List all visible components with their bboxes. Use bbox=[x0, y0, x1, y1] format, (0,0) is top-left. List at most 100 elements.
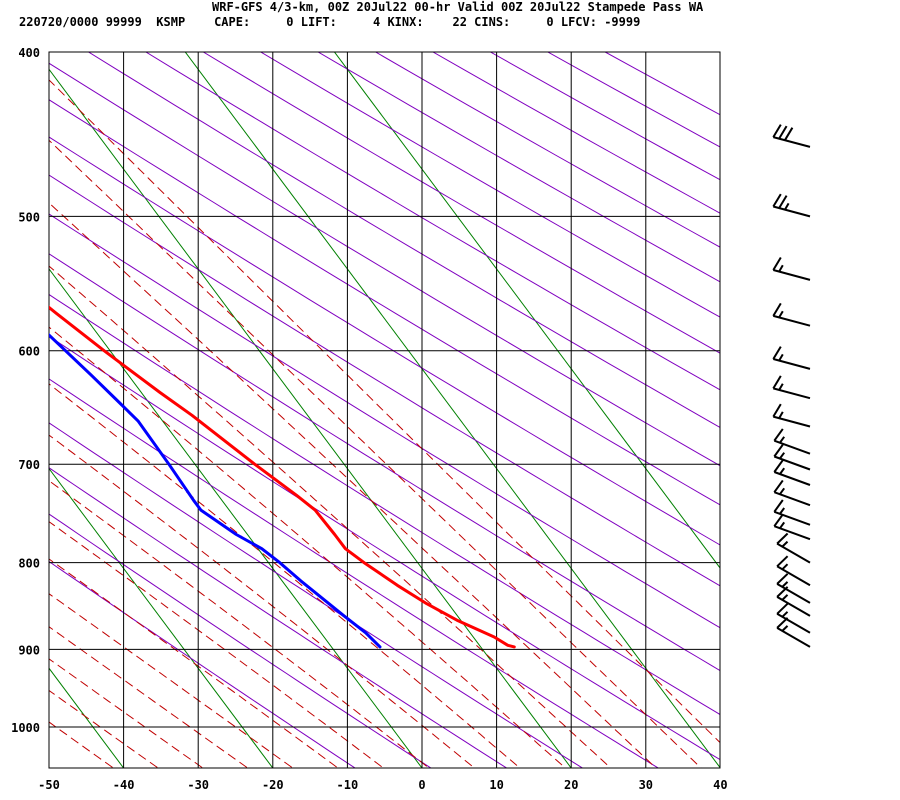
dry-adiabat-line bbox=[489, 52, 720, 181]
dry-adiabat-line bbox=[144, 52, 720, 391]
background-lines bbox=[49, 52, 720, 768]
dry-adiabat-line bbox=[49, 378, 660, 768]
wind-barb bbox=[772, 193, 811, 218]
chart-grid bbox=[48, 51, 721, 769]
wind-barb-half-feather bbox=[781, 581, 789, 588]
dry-adiabat-line bbox=[49, 213, 720, 629]
dry-adiabat-line bbox=[317, 52, 720, 283]
dry-adiabat-line bbox=[49, 99, 720, 506]
wind-barb-feather bbox=[772, 346, 782, 360]
moist-adiabat-line bbox=[49, 326, 567, 768]
temperature-tick-label: -40 bbox=[113, 778, 135, 792]
dry-adiabat-line bbox=[49, 62, 720, 467]
temperature-tick-label: -30 bbox=[187, 778, 209, 792]
temperature-tick-label: 10 bbox=[489, 778, 503, 792]
wind-barb-feather bbox=[778, 125, 788, 140]
wind-barb-staff bbox=[773, 525, 811, 541]
temperature-profile bbox=[49, 305, 516, 649]
wind-barb bbox=[776, 602, 811, 634]
wind-barb bbox=[776, 573, 811, 604]
moist-adiabat-line bbox=[49, 658, 204, 768]
isotherm-line bbox=[49, 268, 423, 768]
wind-barb-half-feather bbox=[781, 625, 789, 632]
wind-barb-half-feather bbox=[781, 594, 789, 601]
temperature-tick-label: 40 bbox=[713, 778, 727, 792]
pressure-tick-label: 900 bbox=[18, 643, 40, 657]
wind-barb bbox=[776, 586, 811, 617]
wind-barb-feather bbox=[776, 555, 789, 568]
wind-barb-half-feather bbox=[784, 202, 790, 211]
dry-adiabat-line bbox=[49, 560, 356, 768]
wind-barb-feather bbox=[784, 127, 794, 141]
dry-adiabat-line bbox=[374, 52, 720, 248]
dry-adiabat-line bbox=[49, 467, 508, 768]
wind-barb bbox=[772, 346, 811, 370]
wind-barb-feather bbox=[773, 499, 784, 513]
dry-adiabat-line bbox=[202, 52, 720, 354]
wind-barb-half-feather bbox=[781, 563, 789, 571]
isotherm-line bbox=[333, 52, 720, 569]
wind-barb bbox=[776, 532, 811, 564]
temperature-tick-label: -20 bbox=[262, 778, 284, 792]
moist-adiabat-line bbox=[49, 593, 294, 768]
wind-barb bbox=[772, 302, 811, 327]
dry-adiabat-line bbox=[87, 52, 720, 428]
temperature-tick-label: -50 bbox=[38, 778, 60, 792]
pressure-tick-label: 800 bbox=[18, 557, 40, 571]
wind-barb-half-feather bbox=[781, 611, 789, 618]
moist-adiabat-line bbox=[49, 626, 249, 768]
pressure-tick-label: 600 bbox=[18, 345, 40, 359]
wind-barb-staff bbox=[773, 471, 811, 486]
dry-adiabat-line bbox=[49, 422, 584, 768]
wind-barb-feather bbox=[776, 532, 789, 545]
wind-barb bbox=[772, 256, 811, 281]
wind-barb-staff bbox=[773, 314, 811, 327]
isotherm-line bbox=[49, 467, 274, 768]
wind-barb bbox=[773, 428, 811, 455]
sounding-parameters: 220720/0000 99999 KSMP CAPE: 0 LIFT: 4 K… bbox=[19, 15, 641, 29]
wind-barb-staff bbox=[773, 415, 811, 428]
wind-barb-feather bbox=[773, 513, 784, 527]
wind-barb bbox=[772, 403, 811, 428]
pressure-tick-label: 700 bbox=[18, 458, 40, 472]
temperature-tick-label: 20 bbox=[564, 778, 578, 792]
moist-adiabat-line bbox=[49, 480, 430, 768]
wind-barb-half-feather bbox=[778, 383, 784, 391]
wind-barb bbox=[772, 375, 811, 400]
wind-barb-half-feather bbox=[781, 540, 789, 548]
wind-barb-feather bbox=[778, 195, 788, 209]
wind-barb-half-feather bbox=[779, 521, 786, 529]
wind-barb-staff bbox=[773, 205, 811, 218]
wind-barb-feather bbox=[776, 573, 789, 585]
profiles bbox=[49, 305, 516, 649]
dry-adiabat-line bbox=[259, 52, 720, 318]
temperature-tick-label: 0 bbox=[418, 778, 425, 792]
wind-barb bbox=[776, 555, 811, 587]
moist-adiabat-line bbox=[49, 521, 385, 768]
dry-adiabat-line bbox=[49, 174, 720, 587]
wind-barb-staff bbox=[773, 387, 811, 400]
moist-adiabat-line bbox=[49, 434, 476, 768]
wind-barb-staff bbox=[776, 542, 811, 564]
wind-barb-half-feather bbox=[778, 310, 784, 318]
pressure-tick-label: 400 bbox=[18, 46, 40, 60]
temperature-tick-label: 30 bbox=[639, 778, 653, 792]
wind-barb-feather bbox=[773, 459, 784, 473]
moist-adiabat-line bbox=[49, 202, 657, 768]
dry-adiabat-line bbox=[546, 52, 720, 148]
pressure-tick-label: 500 bbox=[18, 210, 40, 224]
temperature-axis-labels: -50 -40 -30 -20 -10 0 10 20 30 40 bbox=[38, 778, 727, 792]
wind-barb-feather bbox=[772, 256, 782, 271]
dewpoint-profile bbox=[49, 332, 382, 649]
wind-barb-feather bbox=[773, 444, 784, 458]
wind-barb-staff bbox=[776, 565, 811, 587]
moist-adiabat-line bbox=[49, 383, 521, 768]
wind-barb bbox=[773, 513, 811, 541]
wind-barb-half-feather bbox=[779, 452, 786, 460]
wind-barb-staff bbox=[773, 136, 811, 148]
wind-barbs bbox=[772, 124, 811, 648]
wind-barb bbox=[773, 479, 811, 507]
wind-barb-feather bbox=[776, 602, 789, 615]
wind-barb-staff bbox=[773, 439, 811, 455]
